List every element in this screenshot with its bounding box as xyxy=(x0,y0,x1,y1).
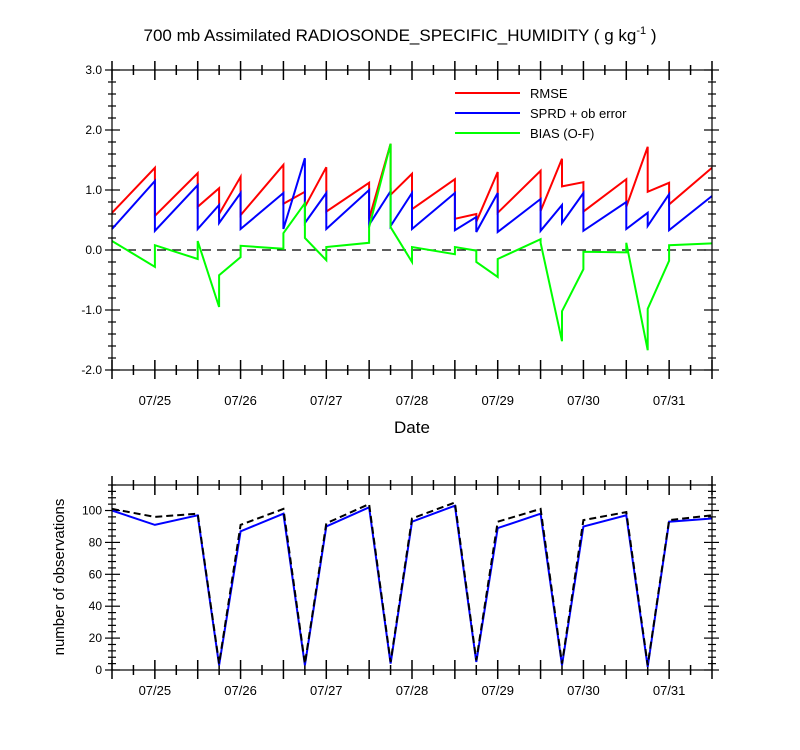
bottom-axis-ticks: 07/25 07/26 07/27 07/28 07/29 07/30 07/31 0 20 40… xyxy=(82,476,719,698)
top-y-tick-label: -1.0 xyxy=(81,303,102,317)
legend-label: BIAS (O-F) xyxy=(530,126,594,141)
legend-label: SPRD + ob error xyxy=(530,106,627,121)
top-x-tick-label: 07/31 xyxy=(653,393,686,408)
top-legend: RMSE SPRD + ob error BIAS (O-F) xyxy=(455,86,627,141)
top-y-tick-label: 2.0 xyxy=(85,123,102,137)
bottom-series-group xyxy=(111,501,713,667)
bottom-x-tick-label: 07/26 xyxy=(224,683,257,698)
top-plot-frame xyxy=(111,69,713,371)
bottom-x-tick-label: 07/30 xyxy=(567,683,600,698)
bottom-series-line-possible xyxy=(111,501,713,666)
top-panel: 700 mb Assimilated RADIOSONDE_SPECIFIC_H… xyxy=(81,25,719,437)
bottom-x-tick-label: 07/29 xyxy=(481,683,514,698)
top-series-line-sprd-ob-error xyxy=(111,157,713,235)
bottom-panel: 07/25 07/26 07/27 07/28 07/29 07/30 07/31 0 20 40… xyxy=(51,476,719,698)
top-series-group xyxy=(111,143,713,351)
top-y-tick-label: 1.0 xyxy=(85,183,102,197)
top-chart-title: 700 mb Assimilated RADIOSONDE_SPECIFIC_H… xyxy=(144,25,657,45)
bottom-y-tick-label: 60 xyxy=(89,567,103,581)
legend-label: RMSE xyxy=(530,86,568,101)
top-x-tick-label: 07/28 xyxy=(396,393,429,408)
top-x-axis-label: Date xyxy=(394,418,430,437)
bottom-y-tick-label: 40 xyxy=(89,599,103,613)
top-x-tick-label: 07/30 xyxy=(567,393,600,408)
bottom-y-tick-label: 0 xyxy=(95,663,102,677)
bottom-y-axis-label: number of observations xyxy=(51,499,68,656)
top-x-tick-label: 07/29 xyxy=(481,393,514,408)
top-y-tick-label: 3.0 xyxy=(85,63,102,77)
bottom-y-tick-label: 100 xyxy=(82,504,102,518)
top-series-line-bias-o-f xyxy=(111,143,713,351)
top-y-tick-label: -2.0 xyxy=(81,363,102,377)
bottom-x-tick-label: 07/27 xyxy=(310,683,343,698)
top-x-tick-label: 07/25 xyxy=(139,393,172,408)
bottom-x-tick-label: 07/25 xyxy=(139,683,172,698)
bottom-x-tick-label: 07/31 xyxy=(653,683,686,698)
bottom-plot-frame xyxy=(111,484,713,671)
bottom-y-tick-label: 20 xyxy=(89,631,103,645)
bottom-y-tick-label: 80 xyxy=(89,535,103,549)
top-x-tick-label: 07/27 xyxy=(310,393,343,408)
top-x-tick-label: 07/26 xyxy=(224,393,257,408)
top-y-tick-label: 0.0 xyxy=(85,243,102,257)
bottom-x-tick-label: 07/28 xyxy=(396,683,429,698)
